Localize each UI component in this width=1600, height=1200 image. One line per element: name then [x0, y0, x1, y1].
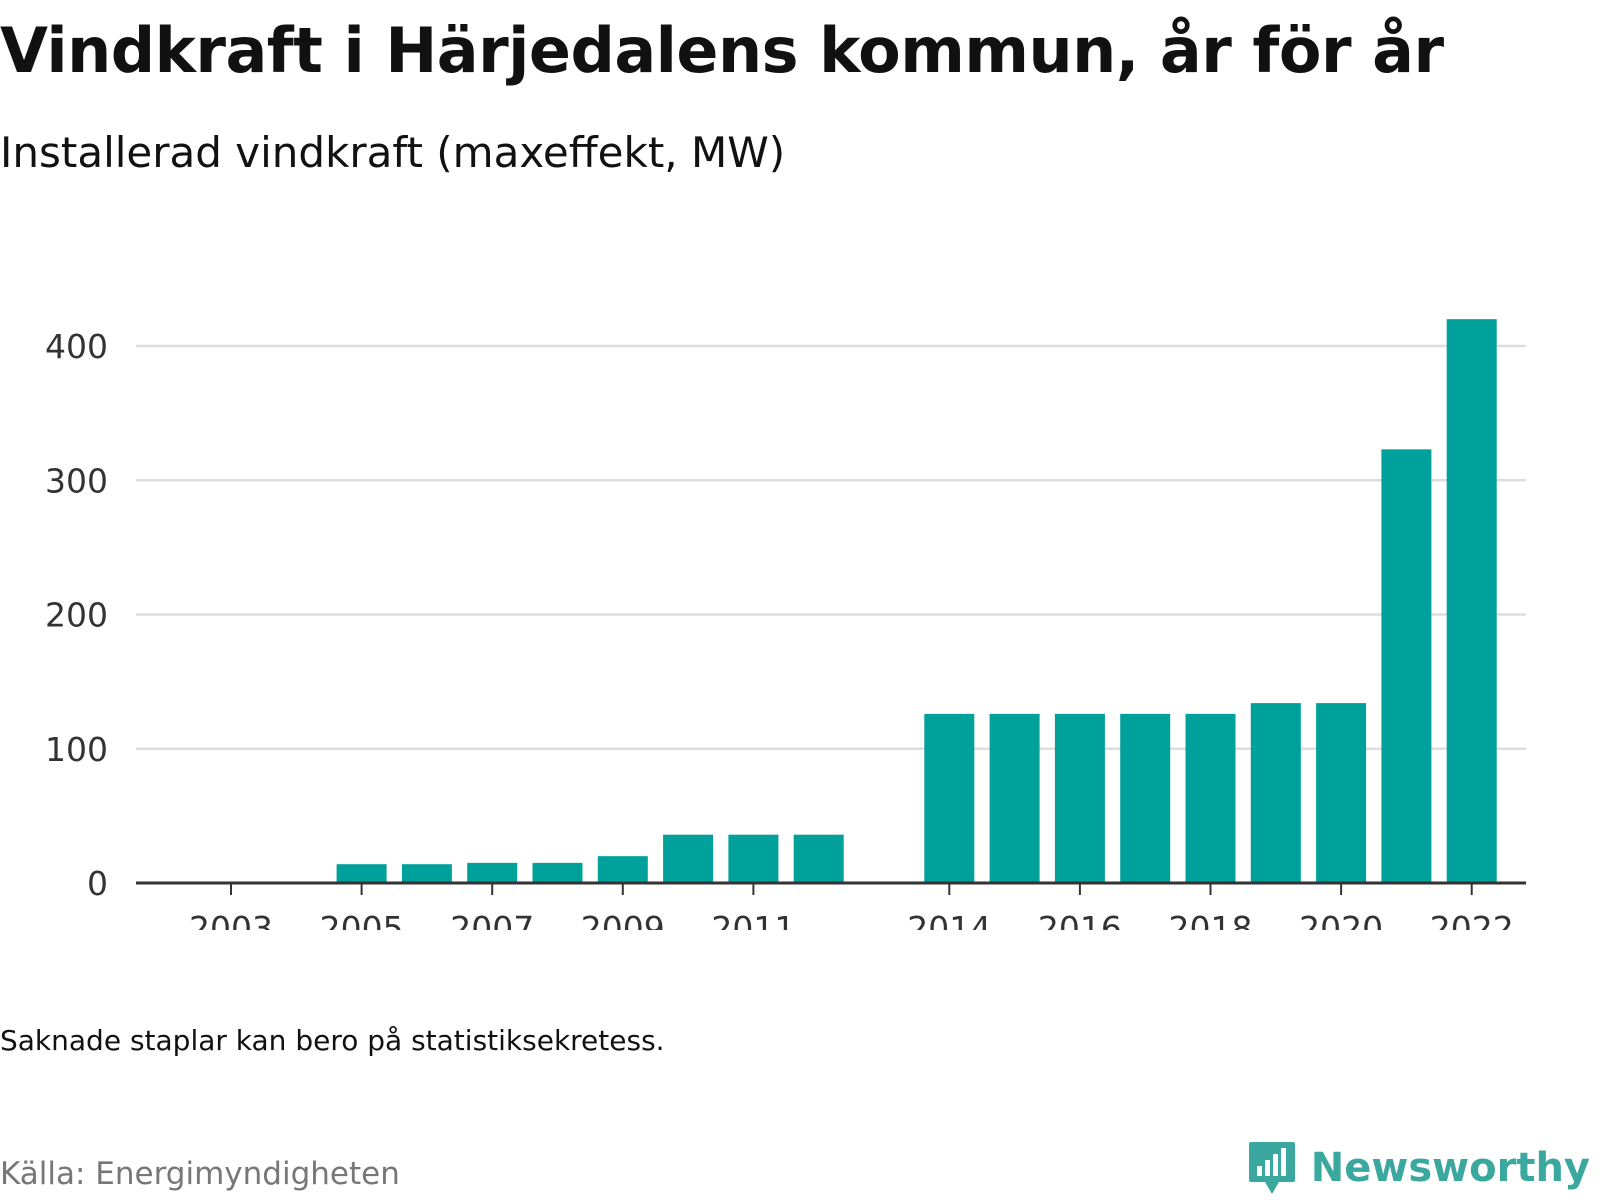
- x-tick-label: 2007: [450, 909, 534, 930]
- bar: [1120, 713, 1171, 883]
- bar: [597, 856, 648, 883]
- newsworthy-logo: Newsworthy: [1247, 1140, 1590, 1196]
- y-tick-label: 200: [45, 596, 108, 635]
- chart-subtitle: Installerad vindkraft (maxeffekt, MW): [0, 128, 786, 177]
- x-tick-label: 2022: [1430, 909, 1514, 930]
- y-tick-label: 400: [45, 327, 108, 366]
- bar: [1446, 319, 1497, 883]
- bar: [336, 864, 387, 883]
- logo-text: Newsworthy: [1310, 1145, 1590, 1191]
- bar: [1316, 703, 1367, 883]
- bar-chart: 0 100 200 300 400 2003 2005 2007 2009 2011 2014 201…: [45, 319, 1526, 930]
- bar: [989, 713, 1040, 883]
- bar: [467, 862, 518, 883]
- footnote: Saknade staplar kan bero på statistiksek…: [0, 1024, 665, 1057]
- bar: [663, 834, 714, 883]
- x-tick-label: 2014: [907, 909, 991, 930]
- x-tick-label: 2020: [1299, 909, 1383, 930]
- bar: [1185, 713, 1236, 883]
- bar: [532, 862, 583, 883]
- bar: [1054, 713, 1105, 883]
- bar-chart-speech-bubble-icon: [1248, 1142, 1295, 1194]
- bar: [401, 864, 452, 883]
- x-tick-label: 2016: [1038, 909, 1122, 930]
- source-label: Källa: Energimyndigheten: [0, 1156, 400, 1192]
- bar: [728, 834, 779, 883]
- chart-title: Vindkraft i Härjedalens kommun, år för å…: [0, 14, 1444, 87]
- bar: [793, 834, 844, 883]
- y-tick-label: 0: [87, 864, 108, 903]
- bar: [1381, 449, 1432, 883]
- bar: [924, 713, 975, 883]
- y-tick-label: 300: [45, 461, 108, 500]
- x-tick-label: 2018: [1169, 909, 1253, 930]
- x-tick-label: 2011: [711, 909, 795, 930]
- x-tick-label: 2003: [189, 909, 273, 930]
- x-tick-label: 2009: [581, 909, 665, 930]
- bar: [1250, 703, 1301, 883]
- y-tick-label: 100: [45, 730, 108, 769]
- x-tick-label: 2005: [320, 909, 404, 930]
